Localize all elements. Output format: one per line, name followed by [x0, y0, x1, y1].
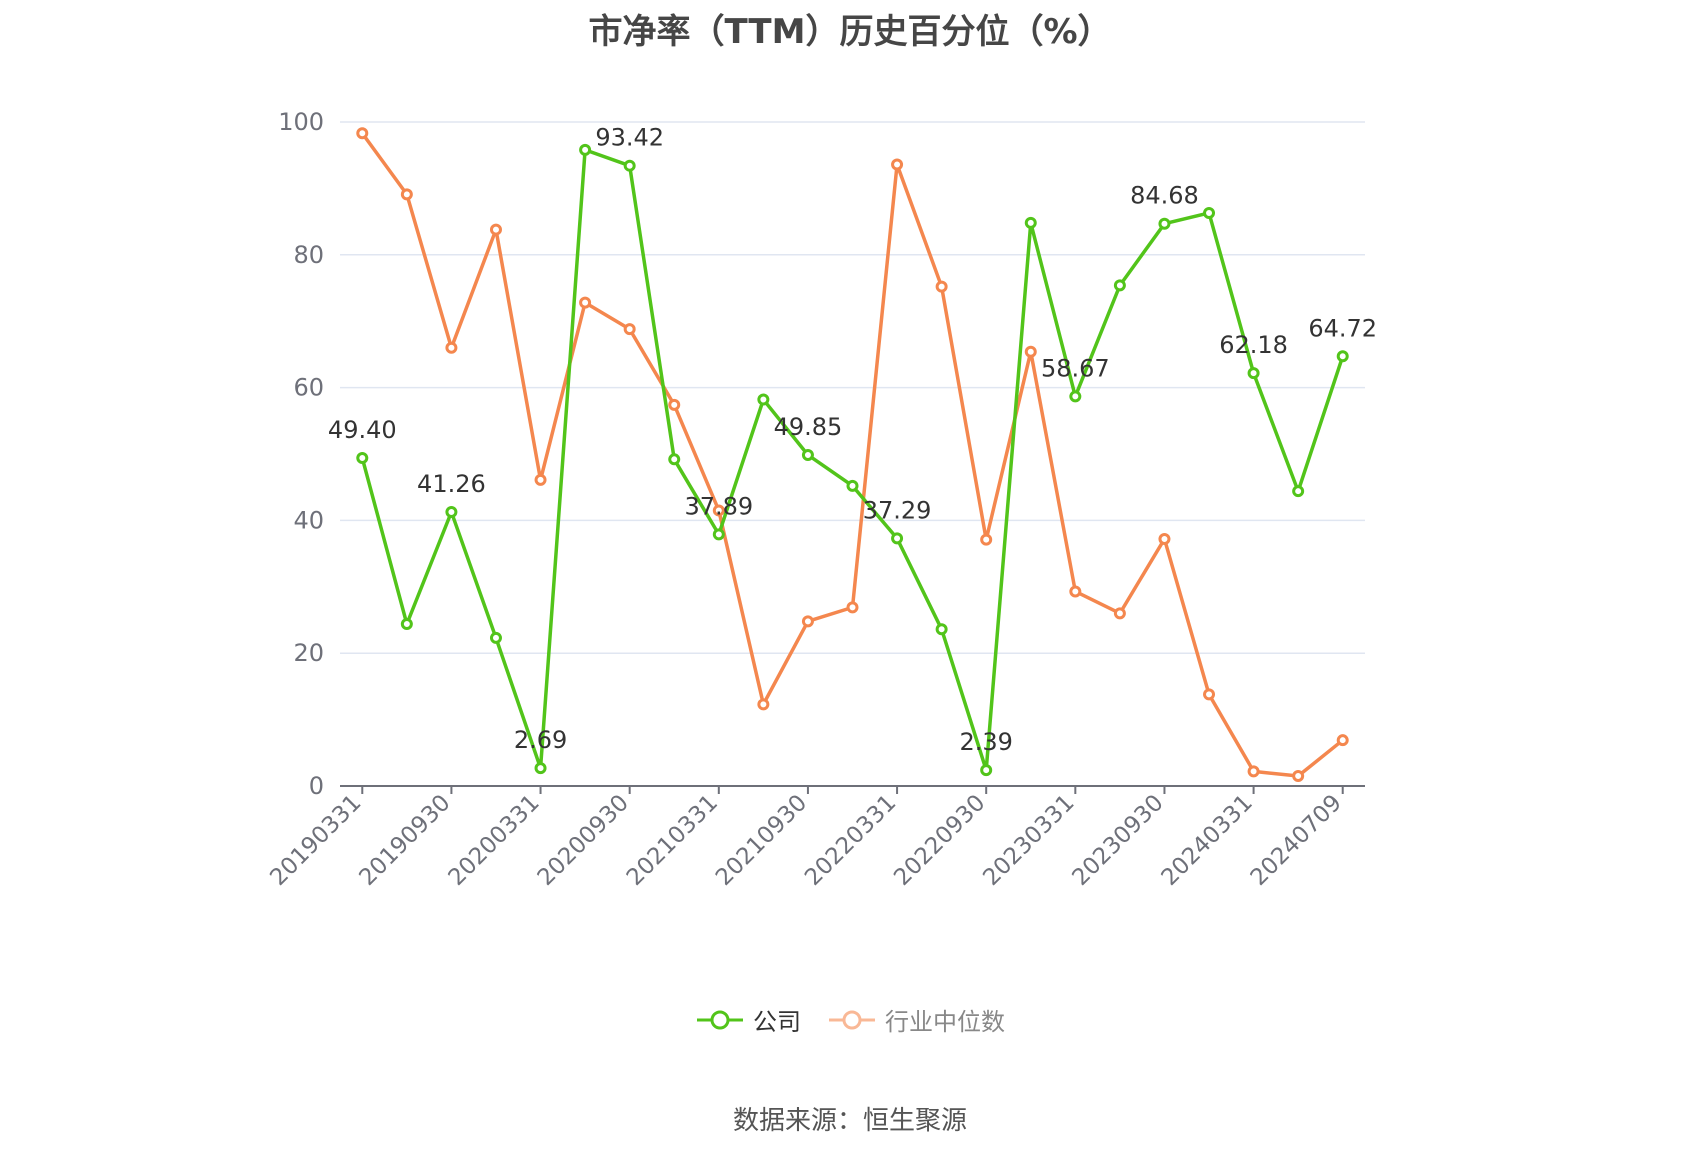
gridlines	[340, 121, 1365, 654]
data-label: 37.89	[684, 492, 753, 520]
data-point-company	[846, 479, 859, 492]
x-tick-label: 20240331	[1157, 790, 1258, 891]
data-point-company	[1203, 206, 1216, 219]
x-tick-label: 20190331	[265, 790, 366, 891]
x-tick-label: 20200930	[533, 790, 634, 891]
x-tick-label: 20190930	[354, 790, 455, 891]
data-point-company	[980, 764, 993, 777]
x-tick-label: 20210930	[711, 790, 812, 891]
data-label: 41.26	[417, 470, 486, 498]
legend-company-icon	[697, 1010, 743, 1029]
data-point-company	[891, 532, 904, 545]
data-point-industry	[757, 698, 770, 711]
data-point-company	[1069, 390, 1082, 403]
legend: 公司 行业中位数	[0, 1002, 1700, 1037]
x-axis: 2019033120190930202003312020093020210331…	[265, 785, 1365, 891]
data-label: 2.69	[514, 726, 567, 754]
y-tick-label: 80	[293, 241, 324, 269]
data-label: 62.18	[1219, 331, 1288, 359]
data-label: 2.39	[959, 728, 1012, 756]
y-tick-label: 0	[309, 772, 324, 800]
data-label: 84.68	[1130, 182, 1199, 210]
series-line-company	[360, 148, 1345, 772]
y-tick-label: 60	[293, 374, 324, 402]
data-point-industry	[935, 280, 948, 293]
series-group	[356, 127, 1349, 783]
data-point-industry	[579, 296, 592, 309]
data-point-industry	[801, 615, 814, 628]
legend-industry-label: 行业中位数	[885, 1008, 1005, 1036]
y-tick-label: 100	[278, 108, 324, 136]
legend-item-company[interactable]: 公司	[695, 1002, 801, 1037]
data-point-company	[668, 453, 681, 466]
data-point-industry	[1113, 607, 1126, 620]
data-point-company	[935, 623, 948, 636]
chart-title: 市净率（TTM）历史百分位（%）	[588, 12, 1112, 52]
legend-company-label: 公司	[753, 1008, 801, 1036]
data-point-company	[801, 448, 814, 461]
data-point-industry	[1203, 688, 1216, 701]
data-label: 93.42	[595, 124, 664, 152]
data-point-company	[489, 631, 502, 644]
data-point-industry	[1024, 345, 1037, 358]
data-labels: 49.40 41.26 2.69 93.42 37.89 49.85 37.29 2.39 58…	[328, 124, 1377, 756]
x-tick-label: 20230331	[978, 790, 1079, 891]
data-point-industry	[356, 127, 369, 140]
data-label: 58.67	[1041, 354, 1110, 382]
data-point-industry	[623, 323, 636, 336]
data-point-company	[1113, 279, 1126, 292]
data-point-industry	[891, 158, 904, 171]
x-tick-label: 20200331	[444, 790, 545, 891]
data-point-company	[1158, 217, 1171, 230]
data-point-company	[534, 762, 547, 775]
data-point-company	[1292, 485, 1305, 498]
x-tick-label: 20220331	[800, 790, 901, 891]
data-point-industry	[712, 504, 725, 517]
data-point-company	[1024, 216, 1037, 229]
x-tick-label: 20210331	[622, 790, 723, 891]
legend-industry-icon	[829, 1010, 875, 1029]
x-tick-label: 20240709	[1246, 790, 1347, 891]
data-point-company	[757, 393, 770, 406]
y-tick-label: 20	[293, 639, 324, 667]
data-point-industry	[1158, 532, 1171, 545]
data-point-industry	[1069, 585, 1082, 598]
data-label: 49.85	[774, 413, 843, 441]
data-source: 数据来源：恒生聚源	[732, 1106, 967, 1136]
data-point-company	[579, 143, 592, 156]
y-axis: 0 20 40 60 80 100	[278, 108, 324, 800]
data-point-industry	[489, 223, 502, 236]
data-point-industry	[980, 533, 993, 546]
x-tick-label: 20230930	[1068, 790, 1169, 891]
data-point-industry	[846, 601, 859, 614]
data-point-company	[1247, 367, 1260, 380]
data-point-industry	[1336, 734, 1349, 747]
data-label: 49.40	[328, 416, 397, 444]
data-point-industry	[534, 473, 547, 486]
data-point-industry	[400, 188, 413, 201]
x-tick-label: 20220930	[889, 790, 990, 891]
data-label: 64.72	[1308, 314, 1377, 342]
data-point-industry	[668, 398, 681, 411]
legend-item-industry[interactable]: 行业中位数	[827, 1002, 1005, 1037]
data-point-company	[356, 451, 369, 464]
data-point-industry	[1247, 765, 1260, 778]
data-point-industry	[1292, 770, 1305, 783]
data-point-company	[445, 506, 458, 519]
data-point-company	[712, 528, 725, 541]
data-point-company	[400, 617, 413, 630]
data-point-industry	[445, 341, 458, 354]
data-label: 37.29	[863, 496, 932, 524]
y-tick-label: 40	[293, 506, 324, 534]
data-point-company	[623, 159, 636, 172]
data-point-company	[1336, 350, 1349, 363]
